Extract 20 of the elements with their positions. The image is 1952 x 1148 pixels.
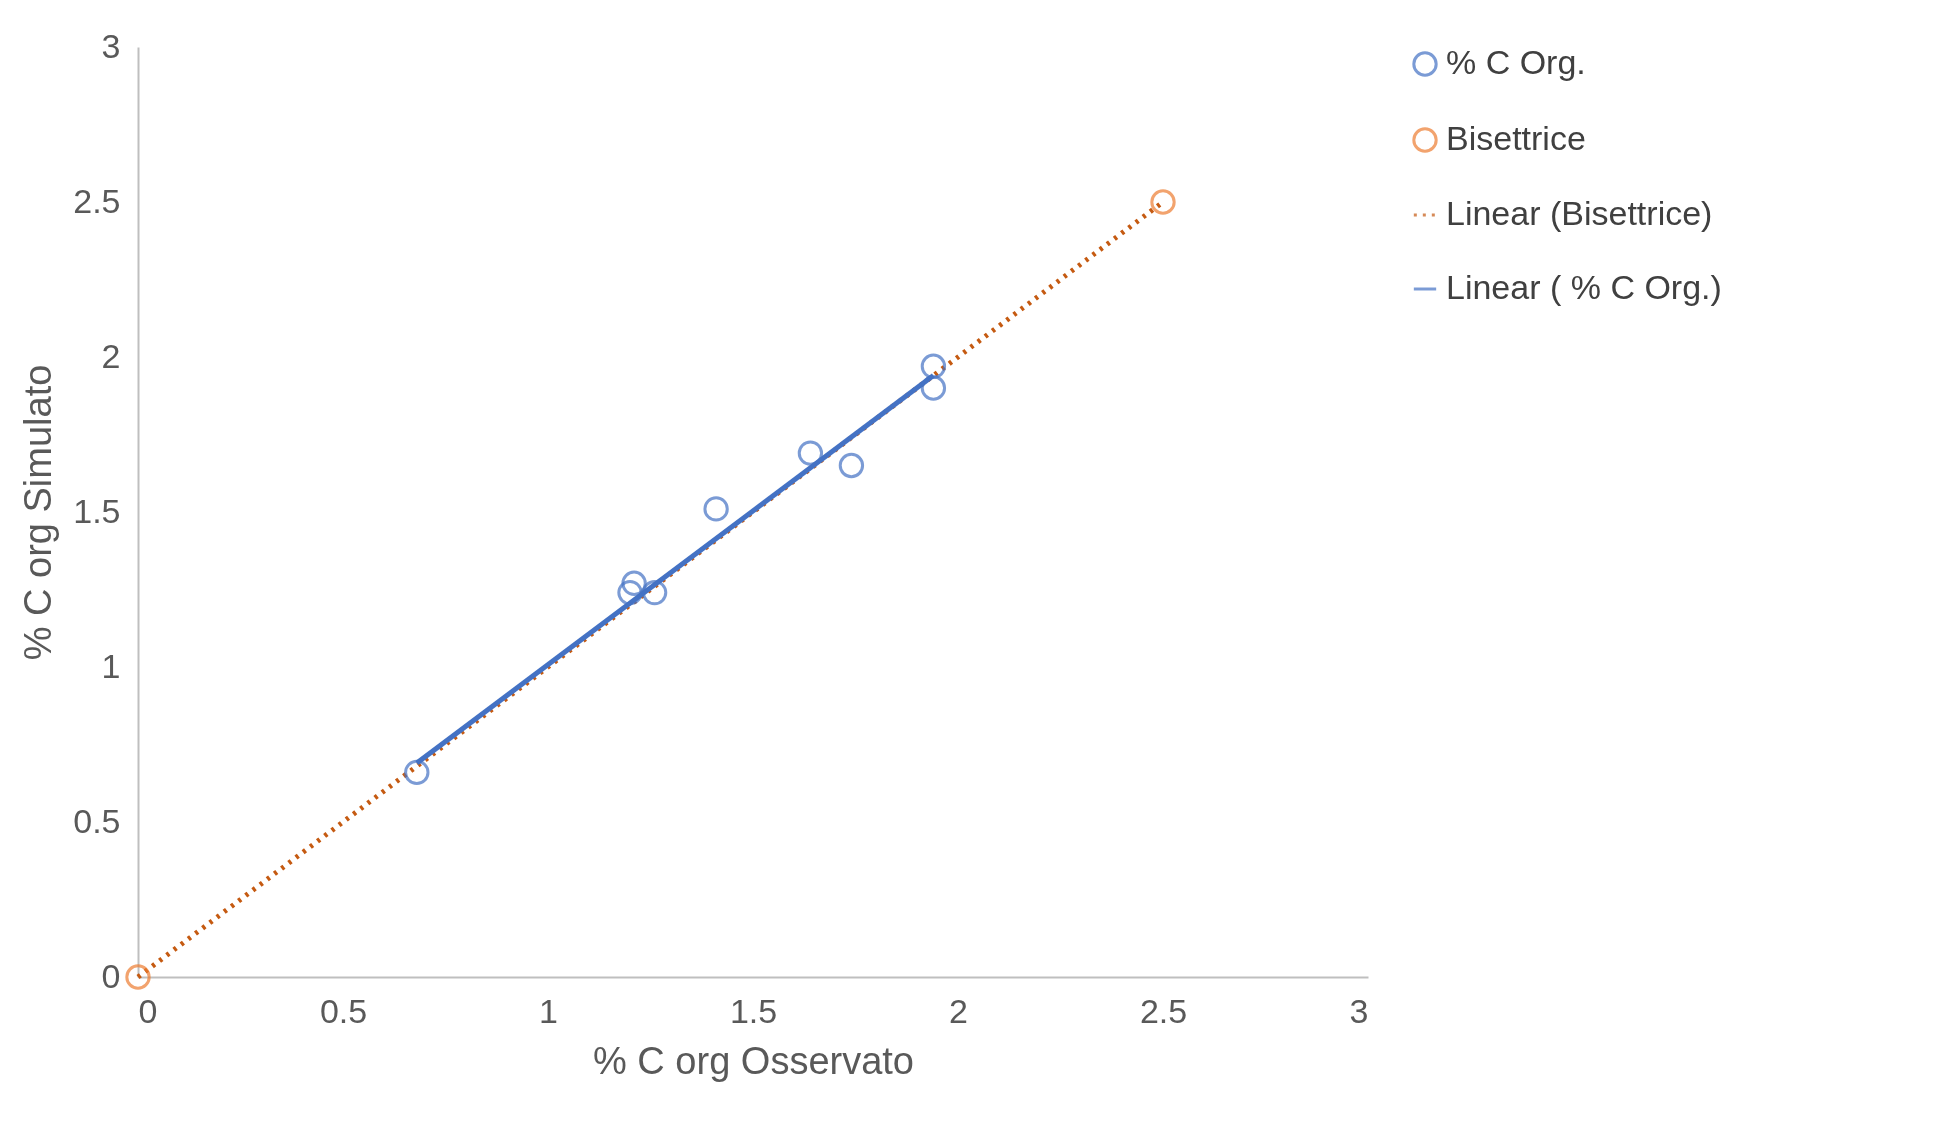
y-tick-label: 0 [101, 956, 121, 995]
x-tick-label: 0.5 [319, 991, 368, 1030]
y-tick-label: 2 [101, 336, 121, 375]
x-axis-title: % C org Osservato [593, 1039, 914, 1082]
y-tick-label: 0.5 [73, 801, 121, 840]
legend-label: Bisettrice [1446, 119, 1586, 157]
legend-label: % C Org. [1446, 43, 1586, 81]
legend-label: Linear (Bisettrice) [1446, 194, 1713, 232]
x-tick-label: 0 [138, 991, 158, 1030]
y-tick-label: 3 [101, 26, 121, 65]
x-tick-label: 1 [539, 991, 558, 1030]
legend-label: Linear ( % C Org.) [1446, 268, 1722, 306]
y-tick-label: 2.5 [73, 181, 121, 220]
y-tick-label: 1.5 [73, 491, 121, 530]
x-tick-label: 2 [949, 991, 968, 1030]
x-tick-label: 2.5 [1139, 991, 1188, 1030]
x-tick-label: 3 [1349, 991, 1369, 1030]
y-tick-label: 1 [101, 646, 121, 685]
x-tick-label: 1.5 [729, 991, 778, 1030]
y-axis-title: % C org Simulato [17, 364, 60, 661]
